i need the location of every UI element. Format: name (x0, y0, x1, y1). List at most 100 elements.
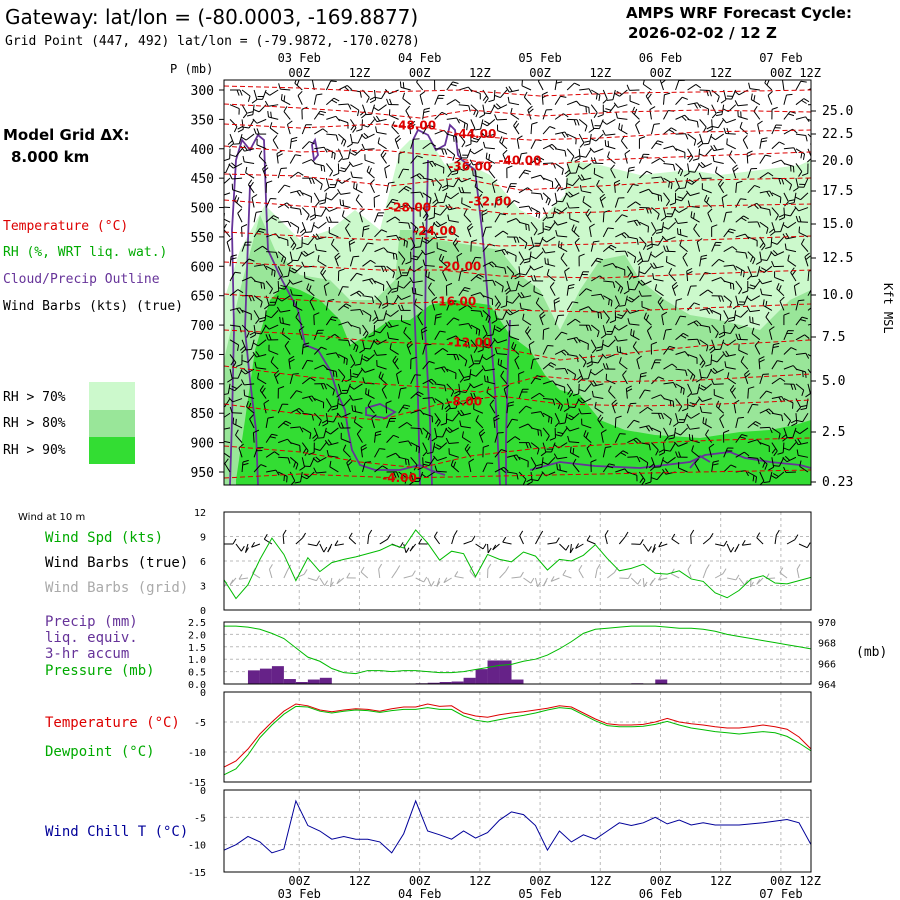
wind-barb (284, 340, 291, 355)
wind-barb (514, 355, 520, 370)
wind-barb (771, 207, 779, 221)
wind-barb (314, 128, 328, 135)
wind-barb (687, 302, 700, 311)
wind-barb (433, 221, 447, 228)
wind-barb (603, 295, 613, 307)
wind-barb (654, 457, 664, 468)
wind-barb (759, 408, 774, 415)
wind-barb (282, 266, 291, 278)
wind-barb (711, 224, 718, 237)
wind-barb (702, 417, 712, 429)
wind-barb (748, 82, 760, 91)
wind-barb (314, 383, 327, 390)
wind-barb (566, 202, 580, 209)
wind-barb (614, 295, 620, 310)
wind-barb (664, 442, 676, 452)
wind-barb (577, 163, 592, 170)
y-tick-label: 0.5 (188, 668, 206, 679)
wind-barb (337, 268, 345, 282)
wind-barb (494, 248, 509, 256)
wind-barb (488, 164, 496, 179)
surface-wind-barb (726, 543, 735, 553)
wind-barb (751, 266, 761, 278)
wind-barb (229, 104, 240, 115)
surface-wind-barb (263, 533, 273, 545)
wind-barb (711, 324, 719, 339)
wind-barb (747, 439, 762, 445)
wind-barb (231, 183, 243, 194)
grid-wind-barb (436, 577, 441, 587)
wind-barb (341, 383, 351, 394)
wind-barb (583, 430, 592, 443)
y-tick-label: -5 (194, 718, 206, 729)
wind-barb (446, 117, 460, 124)
wind-barb (579, 104, 590, 114)
wind-barb (699, 354, 706, 368)
surface-wind-barb (569, 543, 574, 554)
wind-barb (241, 309, 252, 321)
wind-barb (579, 88, 593, 95)
wind-barb (699, 307, 714, 315)
wind-barb (356, 119, 363, 132)
top-date-label: 04 Feb (398, 51, 441, 65)
wind-barb (426, 442, 436, 454)
wind-barb (783, 466, 796, 474)
surface-wind-barb (418, 538, 428, 545)
wind-barb (259, 310, 267, 323)
wind-barb (373, 194, 380, 208)
wind-barb (338, 303, 352, 311)
wind-barb (362, 278, 377, 285)
bottom-date-label: 03 Feb (278, 887, 321, 900)
wind-barb (686, 177, 700, 185)
wind-barb (277, 167, 287, 179)
wind-barb (735, 251, 748, 259)
wind-barb (553, 220, 568, 226)
wind-barb (265, 433, 278, 443)
wind-barb (458, 287, 471, 296)
wind-barb (771, 124, 782, 135)
wind-barb (235, 429, 243, 443)
y-tick-label: 1.0 (188, 655, 206, 666)
wind-barb (735, 451, 750, 458)
wind-barb (747, 280, 761, 290)
wind-barb (349, 394, 363, 401)
wind-barb (735, 198, 747, 208)
wind-barb (502, 149, 508, 164)
wind-barb (410, 427, 423, 435)
wind-barb (289, 136, 298, 149)
wind-barb (614, 335, 628, 342)
bottom-hour-label: 00Z (770, 874, 792, 888)
wind-barb (434, 398, 444, 410)
wind-barb (710, 144, 724, 152)
wind-barb (723, 310, 729, 325)
wind-barb (239, 339, 247, 354)
wind-barb (630, 328, 640, 341)
wind-barb (543, 221, 556, 231)
wind-barb (795, 299, 805, 311)
wind-barb (638, 153, 650, 164)
grid-wind-barbs (224, 563, 811, 588)
wind-barb (445, 426, 460, 434)
temperature-contour-label: -24.00 (413, 224, 456, 238)
wind-barb (314, 442, 327, 451)
wind-barb (337, 148, 344, 163)
wind-barb (482, 295, 494, 305)
wind-barb (782, 232, 797, 240)
wind-barb (567, 435, 580, 444)
wind-barb (315, 207, 327, 217)
temperature-contour-label: -32.00 (468, 195, 511, 209)
pressure-tick-label: 500 (191, 202, 214, 217)
wind-barb (238, 443, 244, 458)
wind-barb (569, 212, 580, 223)
wind-barb (313, 221, 327, 229)
wind-barb (344, 223, 351, 238)
wind-barb (342, 444, 351, 458)
wind-barb (325, 192, 339, 201)
wind-barb (326, 383, 335, 396)
wind-barb (494, 265, 507, 275)
y-tick-label: 12 (194, 508, 206, 519)
wind-barb (771, 192, 782, 204)
wind-barb (389, 343, 399, 355)
temperature-line (224, 703, 811, 768)
grid-wind-barb (283, 564, 292, 579)
